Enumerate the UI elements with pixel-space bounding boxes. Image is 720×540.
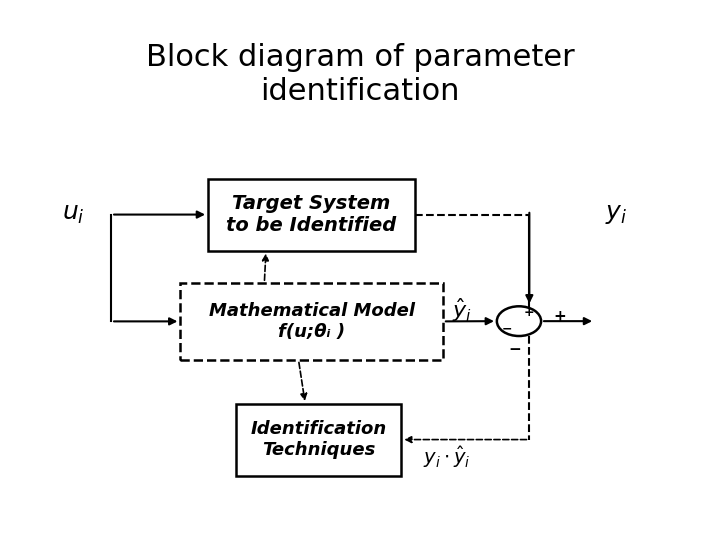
Text: −: − [502, 322, 512, 335]
Text: $\hat{y}_i$: $\hat{y}_i$ [452, 296, 472, 324]
Bar [208, 179, 415, 251]
Text: −: − [508, 342, 521, 356]
Text: Block diagram of parameter
identification: Block diagram of parameter identificatio… [145, 43, 575, 106]
Text: Target System
to be Identified: Target System to be Identified [227, 194, 397, 235]
Circle shape [497, 306, 541, 336]
Bar [180, 283, 443, 360]
Text: $y_i$: $y_i$ [605, 202, 627, 226]
Text: $u_i$: $u_i$ [62, 202, 84, 226]
Text: +: + [523, 307, 534, 320]
Text: $y_i \cdot \hat{y}_i$: $y_i \cdot \hat{y}_i$ [423, 444, 470, 470]
Text: Mathematical Model
f(u;θᵢ ): Mathematical Model f(u;θᵢ ) [209, 302, 415, 341]
Bar [235, 404, 402, 476]
Text: +: + [554, 309, 567, 324]
Text: Identification
Techniques: Identification Techniques [251, 421, 387, 459]
